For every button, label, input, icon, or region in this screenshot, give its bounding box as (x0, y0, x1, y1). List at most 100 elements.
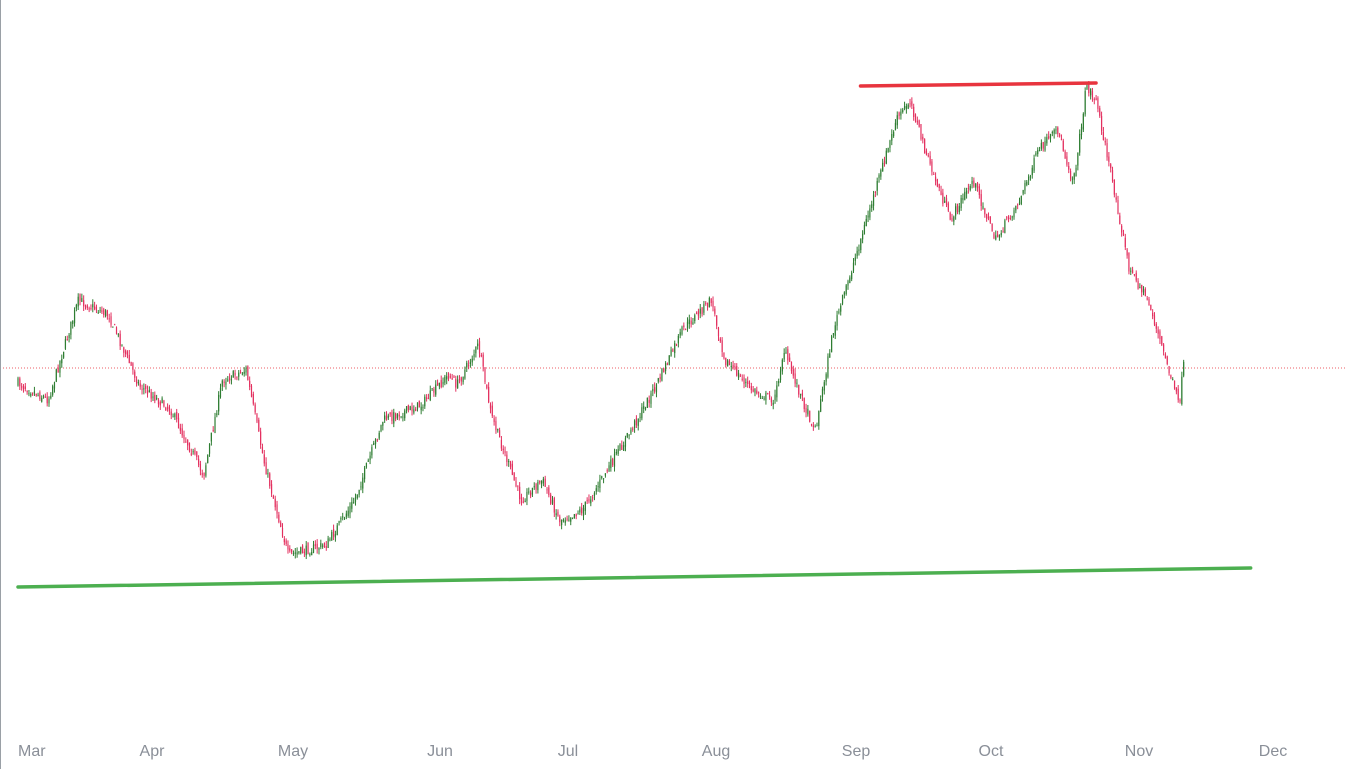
candle-body (68, 334, 70, 338)
candle-body (296, 552, 298, 555)
candle-body (566, 518, 568, 520)
candle-body (46, 396, 48, 404)
candle-body (185, 441, 187, 443)
candle-body (1172, 378, 1174, 380)
candle-body (157, 399, 160, 405)
candle-body (830, 336, 833, 353)
candle-body (103, 309, 105, 315)
candle-body (28, 393, 30, 395)
candle-body (891, 134, 893, 141)
candle-body (329, 539, 331, 541)
candle-body (1046, 137, 1048, 144)
candle-body (1177, 388, 1179, 400)
candle-body (725, 357, 727, 366)
candle-body (440, 380, 442, 388)
candle-body (396, 413, 399, 418)
candle-body (301, 545, 304, 553)
candle-body (83, 300, 85, 307)
candle-body (973, 180, 975, 187)
candle-body (841, 294, 844, 304)
candle-body (1066, 156, 1068, 165)
candle-body (276, 504, 278, 514)
x-tick-label-jul: Jul (558, 743, 578, 760)
candle-body (1183, 361, 1185, 376)
candle-body (123, 347, 125, 353)
candle-body (568, 519, 570, 521)
candle-body (42, 396, 45, 398)
candle-body (526, 491, 528, 501)
candle-body (668, 355, 670, 365)
candle-body (1059, 134, 1061, 137)
candle-body (70, 321, 72, 335)
candle-body (962, 198, 964, 201)
candle-body (130, 361, 132, 366)
candle-body (203, 472, 205, 477)
candle-body (44, 396, 46, 398)
candle-body (987, 216, 990, 219)
candle-body (938, 184, 940, 188)
candle-body (632, 428, 634, 430)
candle-body (1049, 133, 1052, 139)
candle-body (834, 325, 836, 336)
candle-body (648, 399, 650, 403)
candle-body (747, 381, 749, 384)
candle-body (61, 359, 63, 364)
x-tick-label-apr: Apr (140, 743, 166, 760)
candle-body (931, 161, 933, 172)
candle-body (146, 390, 149, 394)
candle-body (717, 327, 720, 337)
candle-body (1082, 113, 1084, 130)
candle-body (156, 397, 158, 400)
candle-body (318, 548, 320, 550)
candle-body (447, 373, 450, 379)
candle-body (115, 327, 118, 334)
candle-body (223, 381, 225, 383)
candle-body (690, 320, 692, 325)
candle-body (573, 514, 575, 519)
candle-body (955, 206, 957, 216)
candle-body (405, 406, 408, 411)
candle-body (205, 465, 207, 476)
candle-body (679, 332, 681, 336)
candle-body (1121, 225, 1123, 233)
candle-body (345, 513, 347, 518)
candle-body (995, 235, 997, 240)
candle-body (548, 487, 550, 496)
candle-body (818, 411, 820, 427)
candle-body (604, 473, 606, 476)
candle-body (515, 481, 517, 487)
candle-body (1128, 252, 1130, 272)
candle-body (216, 413, 218, 416)
candle-body (763, 398, 765, 400)
candle-body (300, 547, 302, 554)
candle-body (207, 454, 209, 464)
candle-body (767, 393, 769, 395)
candle-body (1148, 298, 1150, 306)
candle-body (126, 351, 129, 356)
candle-body (1037, 150, 1039, 155)
candle-body (592, 497, 594, 499)
candle-body (907, 104, 909, 109)
candle-body (1077, 152, 1079, 166)
candle-body (530, 492, 532, 496)
candle-body (349, 505, 351, 514)
candle-body (947, 203, 949, 211)
candle-body (619, 444, 621, 450)
candle-body (710, 299, 712, 303)
candle-body (500, 439, 503, 449)
candle-body (617, 449, 619, 454)
candle-body (851, 272, 853, 280)
candle-body (281, 528, 284, 537)
candle-body (278, 514, 280, 523)
candle-body (455, 379, 457, 388)
candle-body (1099, 108, 1101, 116)
candle-body (477, 343, 479, 347)
candle-body (539, 480, 541, 483)
candle-body (411, 406, 413, 412)
candle-body (1017, 204, 1019, 206)
candle-body (882, 162, 884, 172)
candle-body (913, 106, 915, 117)
candle-body (737, 372, 740, 378)
